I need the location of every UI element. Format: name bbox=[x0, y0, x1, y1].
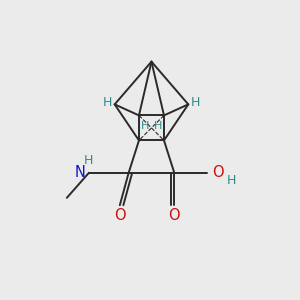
Text: O: O bbox=[114, 208, 126, 223]
Text: O: O bbox=[212, 165, 224, 180]
Text: O: O bbox=[169, 208, 180, 223]
Text: H: H bbox=[141, 121, 149, 130]
Text: H: H bbox=[103, 96, 112, 110]
Text: H: H bbox=[191, 96, 200, 110]
Text: H: H bbox=[227, 174, 236, 187]
Text: H: H bbox=[154, 121, 162, 130]
Text: H: H bbox=[84, 154, 94, 167]
Text: N: N bbox=[74, 165, 86, 180]
